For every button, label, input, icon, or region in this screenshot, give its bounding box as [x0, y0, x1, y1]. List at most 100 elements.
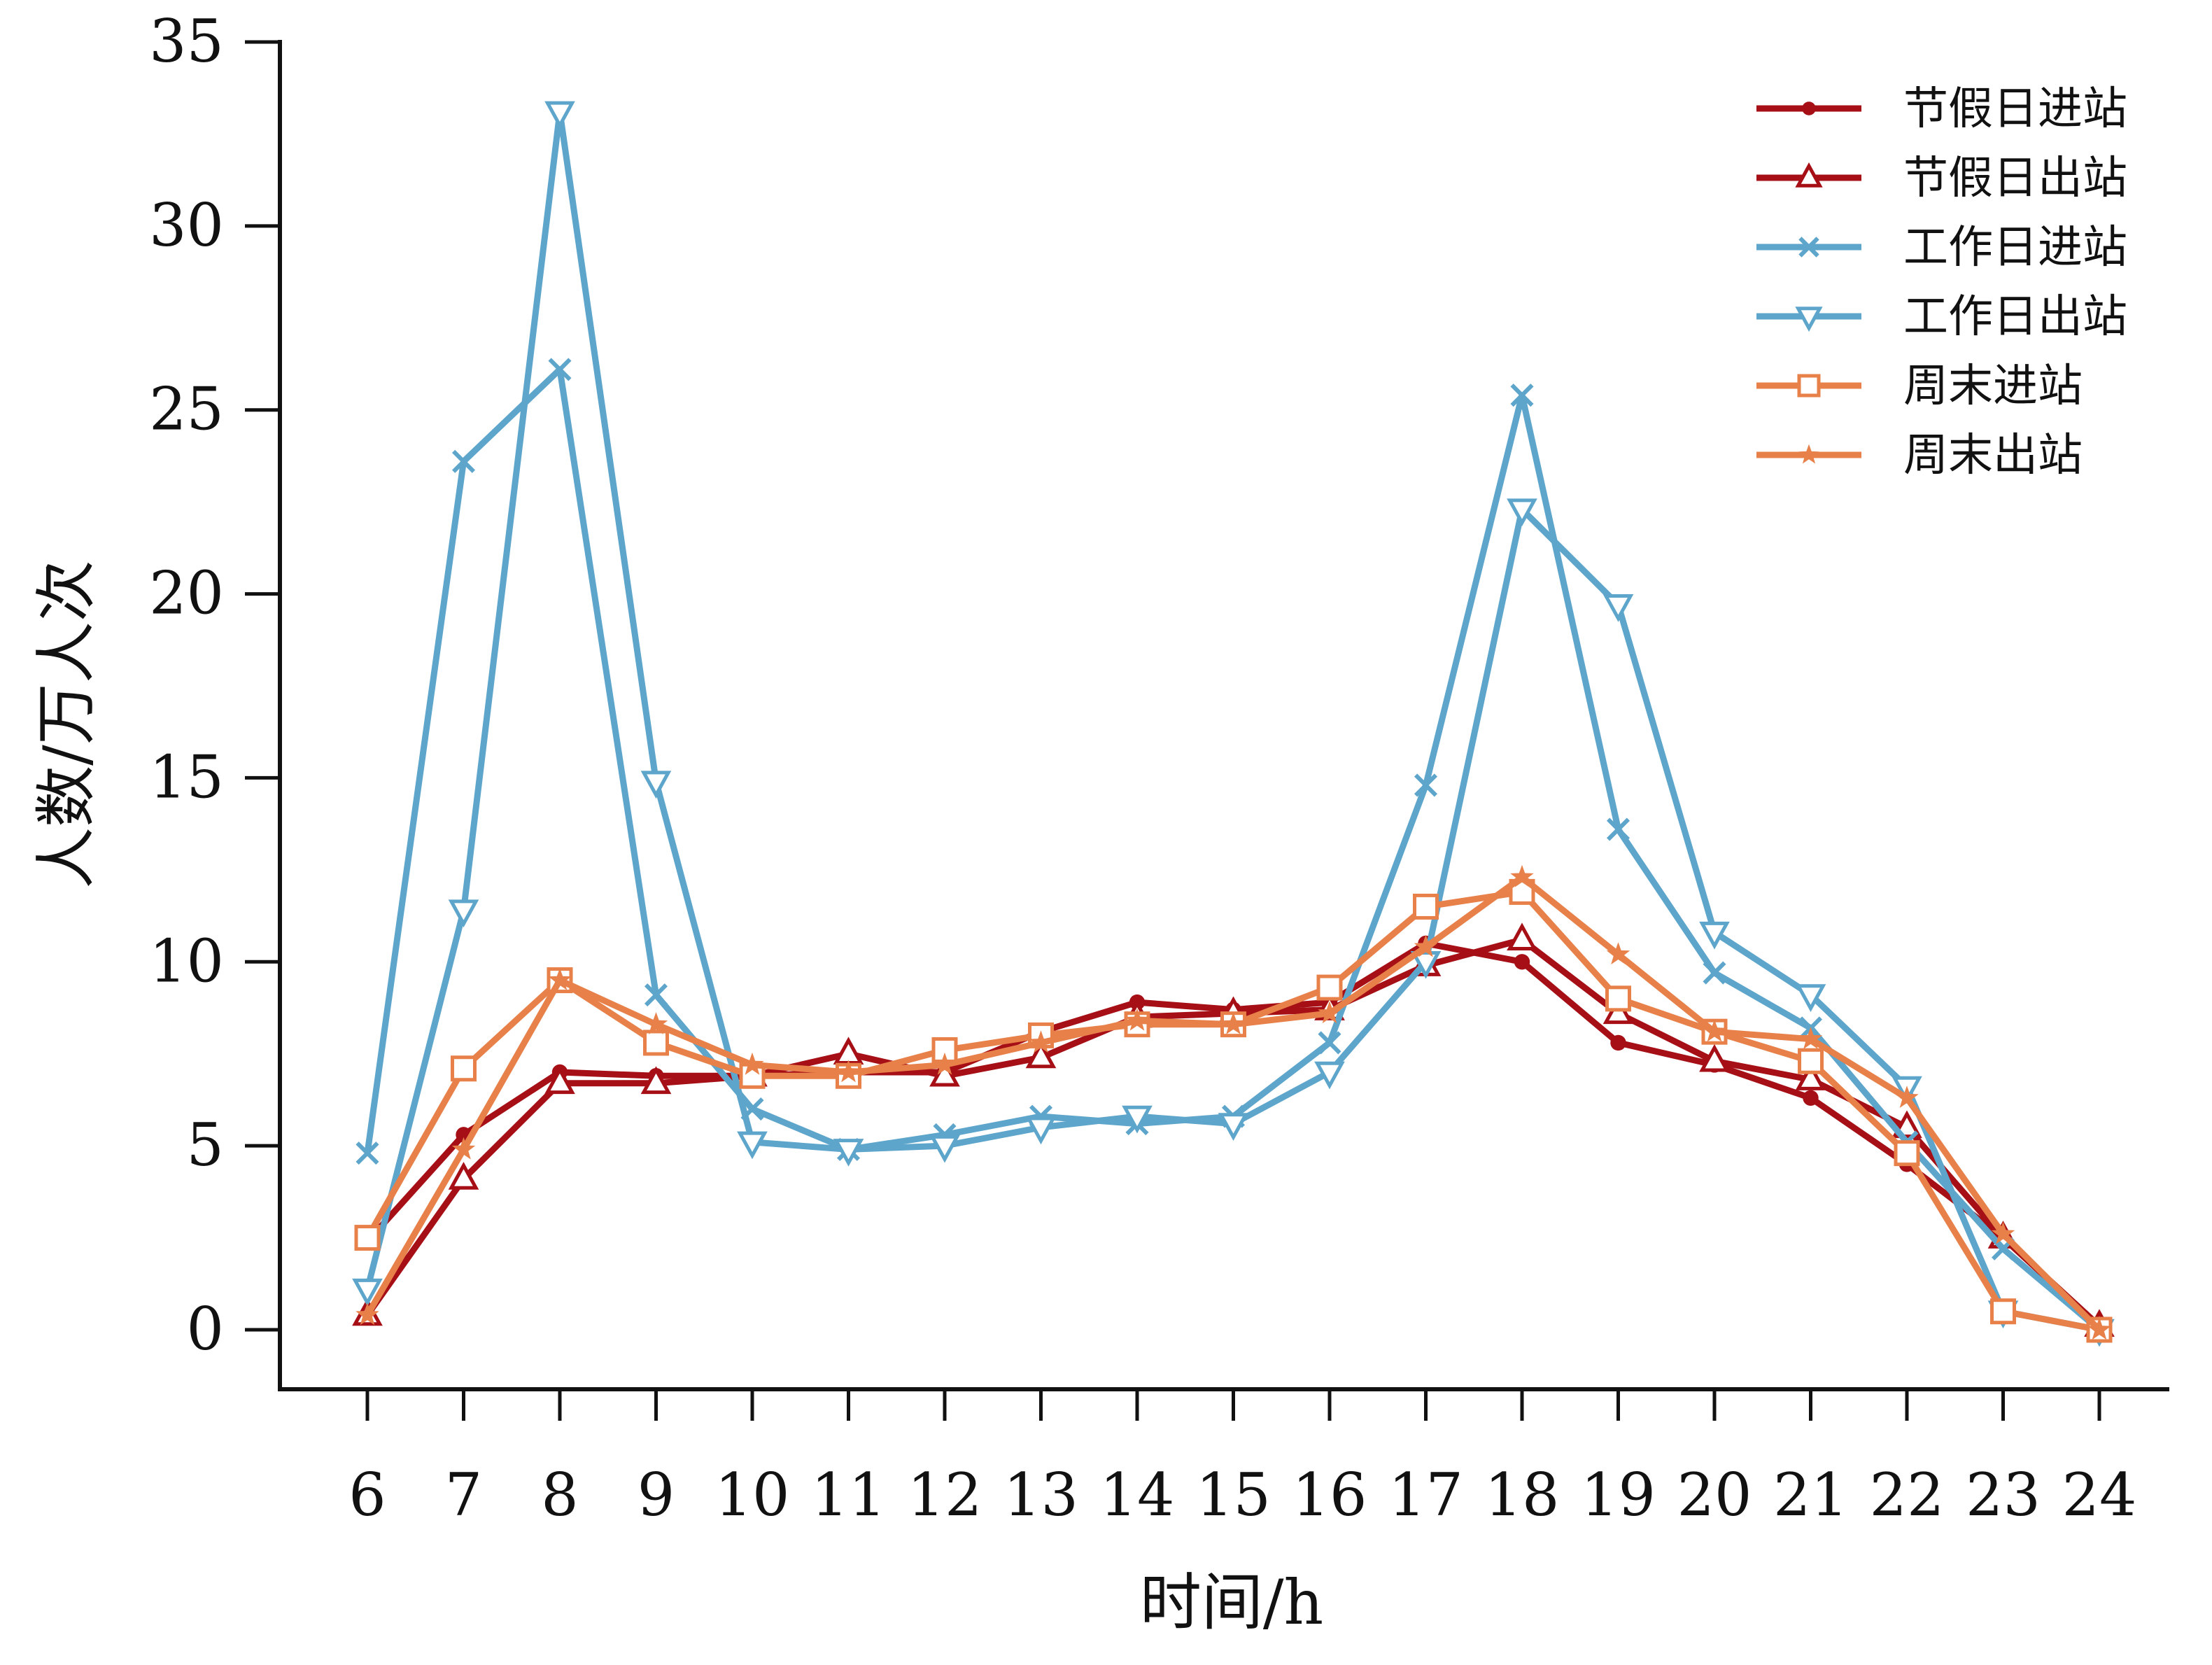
data-point [1703, 1019, 1726, 1042]
x-tick-label: 17 [1388, 1461, 1463, 1529]
data-point [833, 1139, 864, 1167]
data-point [1318, 1001, 1341, 1024]
x-tick-label: 18 [1485, 1461, 1560, 1529]
series-5 [354, 878, 2113, 1343]
x-tick-label: 19 [1581, 1461, 1656, 1529]
series-3 [355, 358, 2111, 1342]
data-point [448, 1162, 479, 1190]
series-4 [352, 101, 2115, 1347]
series-line [364, 108, 2100, 1333]
data-point [836, 1060, 861, 1083]
data-point [1895, 1086, 1919, 1108]
data-point [544, 1066, 575, 1095]
y-tick-label: 35 [149, 7, 224, 76]
series-line [364, 366, 2101, 1333]
legend-item: 周末出站 [1756, 430, 2083, 482]
legend-label: 工作日进站 [1903, 222, 2127, 274]
data-point [1025, 1040, 1057, 1069]
data-point [740, 1052, 764, 1075]
legend-label: 周末进站 [1903, 360, 2083, 412]
y-tick-label: 20 [149, 559, 224, 628]
x-tick-label: 24 [2062, 1461, 2137, 1529]
data-point [1795, 984, 1826, 1012]
data-point [1606, 817, 1630, 841]
x-tick-label: 8 [541, 1461, 578, 1529]
legend-item: 工作日出站 [1756, 291, 2127, 343]
legend-label: 节假日进站 [1903, 83, 2127, 135]
data-point [1795, 1062, 1826, 1090]
data-point [1605, 985, 1631, 1012]
data-point [1802, 101, 1816, 115]
data-point [1991, 1221, 2015, 1244]
data-point [451, 1137, 476, 1160]
x-tick-label: 11 [811, 1461, 886, 1529]
data-point [1990, 1298, 2016, 1325]
data-point [548, 968, 572, 990]
data-point [640, 1066, 672, 1095]
y-tick-label: 5 [187, 1111, 224, 1179]
series-line [365, 873, 2102, 1333]
data-point [1510, 864, 1534, 887]
data-point [644, 983, 668, 1007]
data-point [1414, 773, 1438, 797]
legend-label: 工作日出站 [1903, 291, 2127, 343]
data-point [354, 1225, 381, 1251]
data-point [1798, 444, 1819, 464]
data-point [1507, 498, 1537, 527]
data-point [1610, 1034, 1626, 1051]
data-point [1318, 1031, 1341, 1055]
data-point [1798, 1027, 1823, 1049]
data-point [1703, 961, 1726, 985]
data-point [1314, 1061, 1345, 1090]
y-tick-label: 10 [149, 927, 224, 995]
legend-label: 节假日出站 [1903, 153, 2127, 204]
legend-item: 工作日进站 [1756, 222, 2127, 274]
y-ticks: 0 5 10 15 20 25 30 35 [149, 7, 280, 1363]
data-point [1795, 307, 1823, 332]
data-point [933, 1052, 957, 1075]
data-point [929, 1134, 960, 1163]
x-ticks: 6 7 8 9 10 11 12 13 14 15 16 17 18 19 20 21 22 23 24 [348, 1389, 2136, 1529]
data-point [737, 1131, 768, 1160]
data-point [1699, 1044, 1730, 1072]
x-tick-label: 12 [908, 1461, 982, 1529]
legend-item: 节假日进站 [1756, 83, 2127, 135]
data-point [1606, 942, 1630, 964]
x-axis-title: 时间/h [1140, 1566, 1323, 1638]
data-point [448, 899, 479, 928]
data-point [1221, 1012, 1246, 1034]
data-point [1025, 1116, 1057, 1145]
data-point [352, 1278, 383, 1307]
data-point [548, 358, 572, 381]
legend-label: 周末出站 [1903, 430, 2083, 482]
data-point [643, 1030, 669, 1056]
data-point [1218, 1113, 1249, 1141]
x-tick-label: 20 [1677, 1461, 1752, 1529]
data-point [1699, 921, 1730, 950]
x-tick-label: 16 [1292, 1461, 1367, 1529]
x-tick-label: 22 [1870, 1461, 1945, 1529]
series-line [365, 888, 2100, 1333]
x-tick-label: 9 [637, 1461, 675, 1529]
data-point [451, 449, 476, 473]
data-point [1798, 237, 1819, 258]
data-point [1414, 934, 1438, 957]
data-point [1798, 1048, 1824, 1074]
y-tick-label: 15 [149, 743, 224, 811]
data-point [1803, 1090, 1819, 1107]
data-point [1125, 1008, 1149, 1031]
x-tick-label: 15 [1196, 1461, 1271, 1529]
data-point [1797, 374, 1821, 398]
series-group [352, 101, 2115, 1347]
series-6 [355, 864, 2111, 1340]
data-point [1122, 1105, 1153, 1134]
legend-item: 周末进站 [1756, 360, 2083, 412]
x-tick-label: 13 [1003, 1461, 1078, 1529]
data-point [2087, 1317, 2111, 1340]
data-point [1795, 162, 1823, 188]
data-point [1507, 922, 1537, 951]
data-point [544, 101, 575, 129]
data-point [451, 1055, 477, 1082]
